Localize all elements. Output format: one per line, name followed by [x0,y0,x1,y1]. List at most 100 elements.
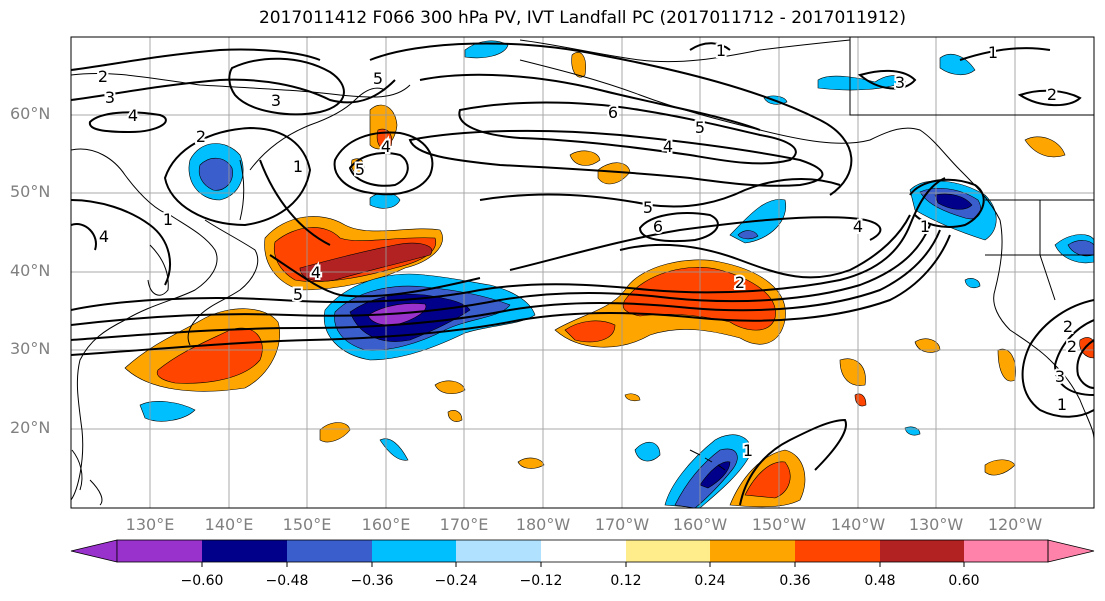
colorbar-extend-low [70,539,118,563]
contour-label: 5 [355,160,365,179]
colorbar-segment [964,540,1048,562]
contour-3-aleutian-loop [228,57,345,116]
contour-3-ne [857,69,917,90]
colorbar-extend-high [1047,539,1095,563]
small-blue-12 [904,426,921,436]
lat-label-40n: 40°N [10,261,51,280]
contour-1-nw-corner [689,42,731,51]
contour-label: 3 [105,88,115,107]
lon-label-130e: 130°E [125,515,175,534]
lat-label-50n: 50°N [10,182,51,201]
hawaii [689,449,726,471]
small-orange-5 [839,358,866,386]
colorbar-tick-label: 0.12 [610,573,642,589]
contour-2-central [619,214,911,279]
contour-2-ne [1017,89,1082,107]
contour-gulf-loop-mid [419,73,761,131]
small-orange-1 [569,150,601,166]
lon-label-160w: 160°W [672,515,728,534]
colorbar-segment [372,540,456,562]
contour-4-west [71,223,97,251]
contour-1-subtropical-east [1021,299,1094,418]
negative-anomaly-aleutian-west-core [198,157,233,191]
contour-6-gulf [458,101,797,165]
lon-label-170e: 170°E [439,515,489,534]
small-orange-16 [854,393,867,407]
contour-1-ne-corner [959,47,1051,61]
contour-label: 3 [271,91,281,110]
jet-contour-3 [71,229,941,341]
lon-label-180w: 180°W [515,515,571,534]
contour-label: 2 [1067,337,1077,356]
lon-label-130w: 130°W [908,515,964,534]
colorbar-segment [117,540,202,562]
small-orange-14 [624,393,641,402]
contour-label: 1 [716,41,726,60]
lat-label-20n: 20°N [10,418,51,437]
small-blue-8 [379,438,409,461]
asia-coast [71,148,218,501]
colorbar-segment [626,540,710,562]
us-borders [985,199,1094,301]
japan-coast [187,219,259,346]
alaska-north [519,39,851,63]
lon-label-140w: 140°W [830,515,886,534]
contour-label: 1 [988,43,998,62]
contour-4-bering-loop [333,131,434,196]
contour-label: 5 [643,198,653,217]
colorbar-tick-label: −0.60 [180,573,224,589]
small-blue-11 [964,278,981,289]
contour-1-bc-loop [909,178,985,228]
colorbar-tick-label: −0.24 [434,573,478,589]
contour-3-west [71,199,171,286]
contour-label: 4 [381,137,391,156]
colorbar-frame [116,539,1049,563]
map-plot-area: 2 3 4 2 3 1 5 4 6 5 4 1 2 3 4 5 6 5 4 1 … [71,37,1094,508]
contour-1-hawaii [739,418,847,506]
contour-label: 4 [99,227,109,246]
contour-3-north [71,78,396,104]
jet-contour-1 [71,177,946,311]
contour-3-subtropical-east [1076,339,1094,389]
small-orange-15 [571,52,586,78]
lat-label-30n: 30°N [10,339,51,358]
contour-label: 3 [895,73,905,92]
contour-label: 1 [1057,395,1067,414]
contour-4-subpolar [509,216,882,271]
contour-label: 1 [293,157,303,176]
jet-contour-4 [71,234,951,356]
mexico-coast [1049,359,1094,441]
alaska-coast [519,59,1001,221]
small-orange-6 [997,348,1016,382]
contour-labels: 2 3 4 2 3 1 5 4 6 5 4 1 2 3 4 5 6 5 4 1 … [96,39,1079,462]
contour-label: 6 [608,103,618,122]
small-orange-13 [447,410,463,422]
positive-anomaly-central-pacific-west [564,320,616,343]
colorbar-tick-label: 0.36 [779,573,811,589]
contour-gulf-loop-outer [369,42,853,196]
colorbar-segment [202,540,287,562]
ivt-contours [71,42,1094,506]
contour-label: 2 [196,127,206,146]
lon-label-170w: 170°W [594,515,650,534]
colorbar-segment [287,540,372,562]
contour-2-subtropical-east [1053,319,1094,396]
positive-anomaly-central-pacific-core [622,267,776,331]
kamchatka-coast [249,87,386,171]
contour-label: 1 [743,441,753,460]
contour-label: 2 [1047,85,1057,104]
colorbar-segment [880,540,964,562]
lon-label-150w: 150°W [751,515,807,534]
contour-label: 4 [853,217,863,236]
contour-5-bering-loop [348,152,409,187]
contour-label: 2 [98,67,108,86]
colorbar [70,539,1095,567]
colorbar-tick-label: 0.48 [864,573,896,589]
small-blue-9 [634,442,661,462]
colorbar-tick-label: 0.24 [694,573,726,589]
jet-contour-5 [269,254,481,298]
positive-anomaly-japan-core [156,327,263,384]
lon-label-160e: 160°E [361,515,411,534]
contour-2-north [71,48,321,71]
contour-5-subpolar [479,177,841,208]
